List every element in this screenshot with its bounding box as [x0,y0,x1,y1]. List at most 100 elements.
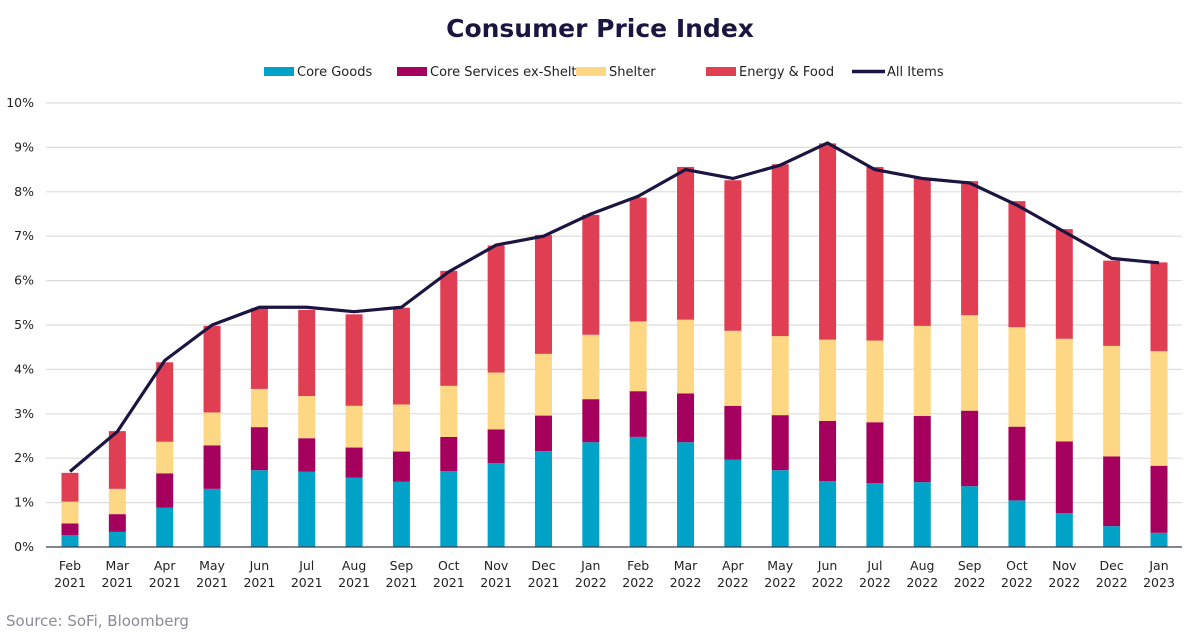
bar-core-goods [345,477,363,547]
x-tick-year: 2021 [291,575,323,590]
x-tick-month: Jul [866,558,882,573]
x-tick-year: 2021 [243,575,275,590]
bar-energy-food [534,234,552,354]
x-tick-month: Feb [59,558,81,573]
bar-shelter [108,488,126,515]
bar-core-services-ex-shelter [771,415,789,471]
bar-core-services-ex-shelter [677,393,695,443]
bar-shelter [913,325,931,417]
x-tick-month: May [199,558,225,573]
bar-energy-food [1150,262,1168,352]
x-tick-month: Sep [390,558,414,573]
bar-core-services-ex-shelter [961,410,979,487]
x-tick-year: 2022 [1048,575,1080,590]
x-tick-month: Mar [674,558,698,573]
legend-label: Shelter [609,65,656,80]
x-tick-month: Mar [106,558,130,573]
x-tick-year: 2021 [480,575,512,590]
bar-core-goods [819,481,837,547]
bar-core-goods [961,486,979,547]
bar-shelter [250,388,268,428]
y-tick-label: 6% [14,273,34,288]
bar-core-services-ex-shelter [298,438,316,472]
x-tick-month: Nov [1052,558,1077,573]
bar-core-goods [203,488,221,547]
bar-core-goods [677,442,695,547]
x-tick-year: 2021 [54,575,86,590]
bar-shelter [156,441,174,474]
bar-core-goods [61,535,79,547]
x-tick-month: May [767,558,793,573]
x-tick-year: 2022 [906,575,938,590]
legend-label: Core Services ex-Shelter [430,65,591,80]
x-tick-year: 2021 [528,575,560,590]
bar-core-services-ex-shelter [61,523,79,536]
y-tick-label: 7% [14,228,34,243]
bar-energy-food [677,166,695,320]
x-tick-month: Dec [531,558,555,573]
bar-energy-food [440,270,458,386]
legend-swatch [397,67,427,76]
bar-core-services-ex-shelter [345,447,363,478]
x-tick-month: Jun [817,558,838,573]
y-tick-label: 0% [14,539,34,554]
source-note: Source: SoFi, Bloomberg [6,612,189,630]
y-tick-label: 5% [14,317,34,332]
y-tick-label: 10% [6,95,34,110]
x-tick-year: 2022 [1096,575,1128,590]
bar-shelter [961,315,979,411]
x-tick-year: 2022 [622,575,654,590]
bar-core-goods [250,470,268,547]
bar-energy-food [913,178,931,326]
bar-shelter [440,385,458,437]
legend-swatch [576,67,606,76]
bar-shelter [677,319,695,394]
bar-shelter [582,334,600,400]
bar-energy-food [582,214,600,335]
bar-core-goods [487,463,505,547]
bar-core-services-ex-shelter [913,416,931,483]
legend-label: Core Goods [297,65,372,80]
x-tick-month: Aug [910,558,934,573]
bar-core-services-ex-shelter [866,422,884,484]
bar-energy-food [156,362,174,442]
bar-core-services-ex-shelter [440,436,458,472]
x-tick-year: 2022 [575,575,607,590]
legend-label: Energy & Food [739,65,834,80]
x-tick-month: Nov [484,558,509,573]
x-tick-month: Aug [342,558,366,573]
x-tick-year: 2022 [954,575,986,590]
bar-shelter [1150,351,1168,466]
bar-core-goods [298,471,316,547]
bar-energy-food [771,164,789,337]
bar-shelter [534,353,552,416]
bar-core-goods [913,482,931,547]
bar-core-goods [724,459,742,547]
bar-core-goods [582,442,600,547]
bar-core-services-ex-shelter [819,420,837,482]
bar-energy-food [1055,229,1073,339]
bar-core-goods [534,451,552,547]
bar-energy-food [487,245,505,373]
x-tick-year: 2021 [149,575,181,590]
bar-shelter [61,501,79,524]
bar-core-services-ex-shelter [1008,426,1026,501]
x-tick-year: 2022 [717,575,749,590]
x-tick-year: 2021 [338,575,370,590]
bar-energy-food [961,181,979,316]
bar-core-services-ex-shelter [250,427,268,471]
bar-energy-food [250,308,268,389]
bar-core-goods [1150,532,1168,547]
chart-title: Consumer Price Index [446,14,754,43]
bar-core-goods [108,531,126,547]
bar-energy-food [392,307,410,405]
x-tick-month: Oct [1006,558,1028,573]
bar-core-services-ex-shelter [534,415,552,452]
bar-core-services-ex-shelter [582,399,600,443]
x-tick-month: Feb [627,558,649,573]
y-tick-label: 9% [14,139,34,154]
x-tick-month: Jan [1148,558,1168,573]
bar-energy-food [108,431,126,489]
x-tick-year: 2022 [859,575,891,590]
x-tick-year: 2021 [196,575,228,590]
